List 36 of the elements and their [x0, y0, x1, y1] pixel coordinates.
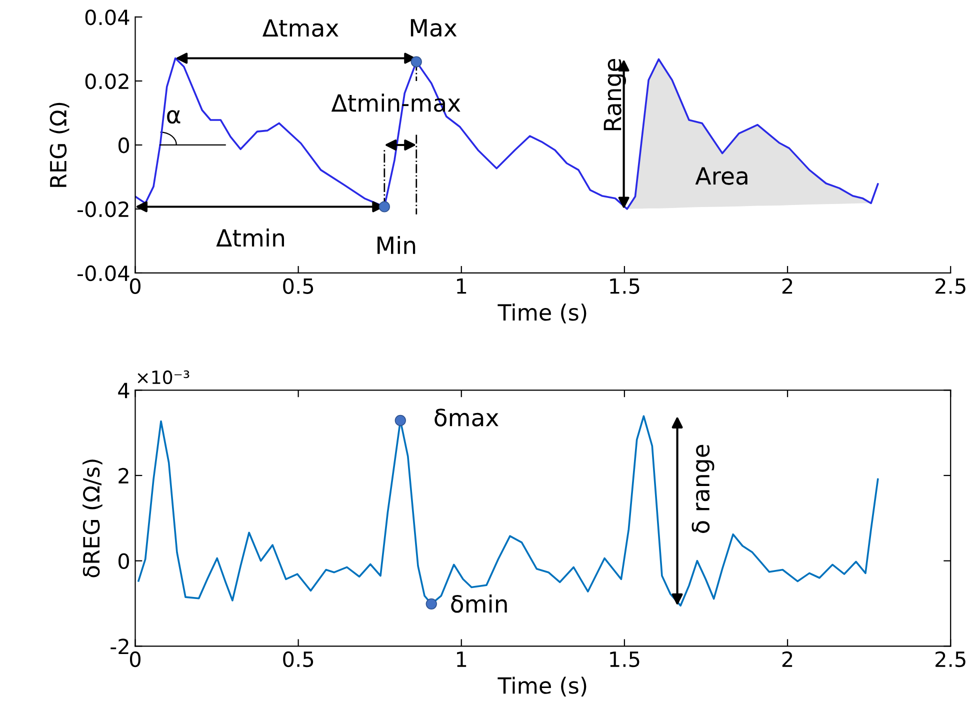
x-axis-title: Time (s) [498, 676, 586, 697]
x-tick-label: 0 [130, 278, 140, 294]
y-tick-label: 0 [118, 137, 129, 154]
x-tick-label: 2.5 [936, 278, 966, 294]
x-axis-title: Time (s) [498, 304, 586, 324]
annotation: Max [410, 19, 457, 37]
annotation: Range [604, 58, 626, 130]
y-axis-title: REG (Ω) [49, 102, 70, 187]
x-tick-label: 1 [457, 652, 466, 667]
annotation: Area [695, 167, 748, 185]
y-axis-title: δREG (Ω/s) [82, 460, 102, 578]
y-tick-label: -2 [110, 638, 128, 654]
x-tick-label: 2 [782, 651, 792, 667]
x-tick-label: 1.5 [610, 652, 640, 668]
y-tick-label: 4 [118, 382, 130, 398]
x-tick-label: 0.5 [283, 278, 314, 294]
x-tick-label: 2.5 [936, 651, 966, 668]
annotation: δmin [451, 594, 507, 613]
x-tick-label: 0.5 [283, 651, 314, 668]
x-tick-label: 2 [782, 278, 792, 294]
y-tick-label: 0 [118, 553, 129, 570]
annotation: Δtmax [262, 19, 338, 37]
annotation: Δtmin [216, 228, 284, 246]
x-tick-label: 0 [130, 651, 140, 668]
x-tick-label: 1 [457, 278, 466, 294]
y-tick-label: -0.02 [77, 201, 128, 218]
text: ×10⁻³ [138, 370, 190, 384]
annotation: δ range [692, 444, 714, 533]
y-tick-label: 2 [118, 468, 128, 484]
y-tick-label: 0.02 [85, 73, 128, 90]
annotation: δmax [434, 408, 498, 426]
annotation: α [167, 110, 180, 124]
annotation: Min [378, 236, 416, 254]
x-tick-label: 1.5 [610, 278, 640, 294]
y-tick-label: 0.04 [85, 9, 130, 26]
y-tick-label: -0.04 [77, 265, 130, 282]
